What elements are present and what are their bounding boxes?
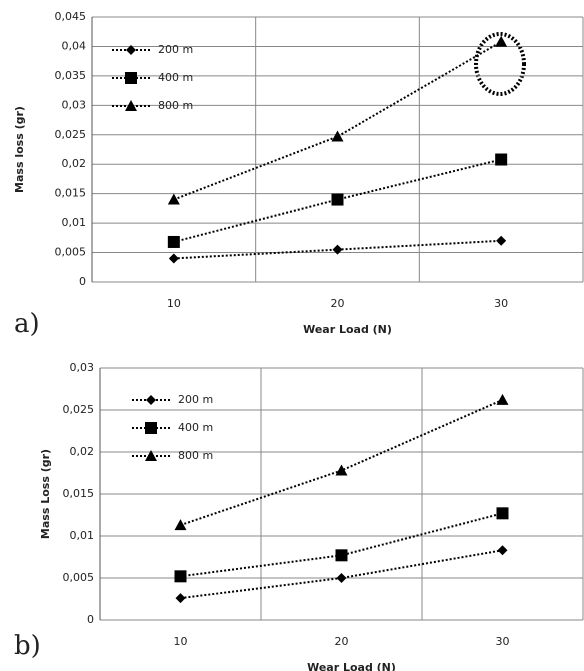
marker <box>167 193 180 205</box>
marker <box>146 395 156 405</box>
legend-label: 800 m <box>158 99 193 112</box>
marker <box>174 570 187 583</box>
y-axis-label: Mass Loss (gr) <box>39 449 52 539</box>
marker <box>497 545 508 556</box>
y-tick-label: 0,03 <box>62 98 87 111</box>
y-tick-label: 0 <box>79 275 86 288</box>
panel-label: a) <box>14 309 40 339</box>
x-axis-label: Wear Load (N) <box>307 661 396 671</box>
marker <box>175 593 186 604</box>
marker <box>335 464 348 476</box>
x-axis-label: Wear Load (N) <box>303 323 392 336</box>
x-tick-label: 20 <box>335 635 349 648</box>
panel-label: b) <box>14 631 41 661</box>
series-line <box>180 512 503 578</box>
x-tick-label: 10 <box>167 297 181 310</box>
y-tick-label: 0,025 <box>55 128 87 141</box>
marker <box>495 35 508 47</box>
legend-label: 200 m <box>158 43 193 56</box>
y-tick-label: 0,02 <box>62 157 87 170</box>
marker <box>168 253 179 264</box>
x-tick-label: 30 <box>496 635 510 648</box>
y-tick-label: 0,01 <box>70 529 95 542</box>
marker <box>495 153 508 166</box>
marker <box>145 450 157 461</box>
marker <box>125 100 137 111</box>
y-tick-label: 0 <box>87 613 94 626</box>
series-line <box>173 239 502 260</box>
y-tick-label: 0,005 <box>55 246 87 259</box>
marker <box>496 235 507 246</box>
marker <box>496 393 509 405</box>
y-tick-label: 0,045 <box>55 10 87 23</box>
legend-label: 200 m <box>178 393 213 406</box>
y-tick-label: 0,01 <box>62 216 87 229</box>
marker <box>145 422 157 434</box>
y-tick-label: 0,02 <box>70 445 95 458</box>
marker <box>126 45 136 55</box>
marker <box>174 519 187 531</box>
marker <box>332 244 343 255</box>
marker <box>335 549 348 562</box>
y-tick-label: 0,015 <box>63 487 95 500</box>
y-tick-label: 0,025 <box>63 403 95 416</box>
x-tick-label: 10 <box>174 635 188 648</box>
highlight-circle <box>474 32 526 96</box>
series-line <box>173 40 502 201</box>
marker <box>496 507 509 520</box>
y-tick-label: 0,015 <box>55 187 87 200</box>
marker <box>331 130 344 142</box>
legend-label: 800 m <box>178 449 213 462</box>
y-tick-label: 0,04 <box>62 39 87 52</box>
marker <box>331 193 344 206</box>
x-tick-label: 30 <box>494 297 508 310</box>
x-tick-label: 20 <box>331 297 345 310</box>
marker <box>125 72 137 84</box>
y-tick-label: 0,005 <box>63 571 95 584</box>
legend-label: 400 m <box>178 421 213 434</box>
series-line <box>180 399 503 527</box>
y-tick-label: 0,03 <box>70 361 95 374</box>
y-tick-label: 0,035 <box>55 69 87 82</box>
marker <box>336 573 347 583</box>
marker <box>167 235 180 248</box>
y-axis-label: Mass loss (gr) <box>13 106 26 193</box>
legend-label: 400 m <box>158 71 193 84</box>
